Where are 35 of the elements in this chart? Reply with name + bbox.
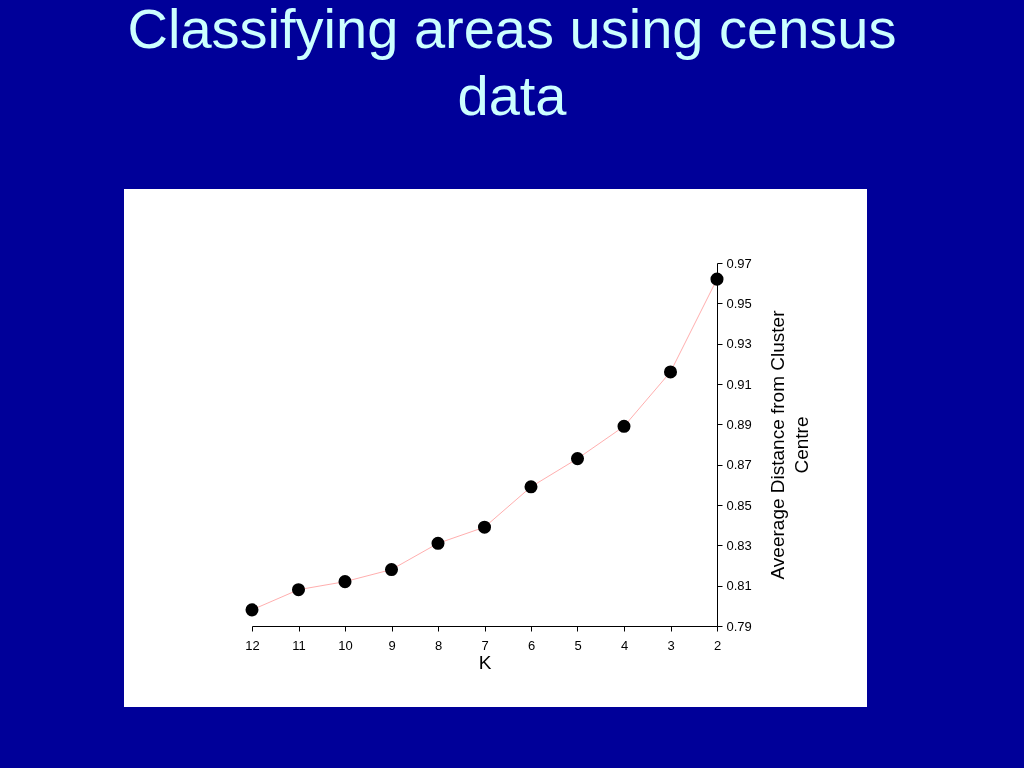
point [477,520,492,534]
point [617,419,631,433]
y-tick-label: 0.87 [726,457,752,473]
y-tick-label: 0.83 [726,537,752,553]
point [663,365,678,379]
y-tick-label: 0.93 [726,336,752,352]
x-tick-label: 4 [620,637,629,653]
x-tick-label: 10 [338,637,353,653]
point [570,452,585,466]
y-tick-label: 0.81 [726,578,752,594]
point [245,603,259,617]
y-tick-label: 0.91 [726,376,752,392]
x-tick-label: 5 [574,637,582,653]
point [431,536,445,550]
y-tick-label: 0.89 [726,416,752,432]
x-tick-label: 9 [388,637,396,653]
point [710,272,724,286]
y-tick-label: 0.95 [726,295,752,311]
y-tick-label: 0.79 [726,618,752,634]
x-tick-label: 8 [434,637,443,653]
x-tick-label: 3 [667,637,675,653]
y-tick-label: 0.97 [726,255,752,271]
x-tick-label: 2 [713,637,722,653]
x-tick-label: 12 [245,637,260,653]
point [291,583,306,597]
x-tick-label: 7 [481,637,489,653]
y-axis-title: Aveerage Distance from Cluster Centre [766,309,812,580]
chart-title: Classifying areas using census data [127,0,897,127]
point [338,575,352,589]
x-axis-title: K [478,651,492,673]
x-tick-label: 6 [527,637,536,653]
y-tick-label: 0.85 [726,497,752,513]
x-tick-label: 11 [292,637,306,653]
point [384,563,399,577]
point [524,480,538,494]
